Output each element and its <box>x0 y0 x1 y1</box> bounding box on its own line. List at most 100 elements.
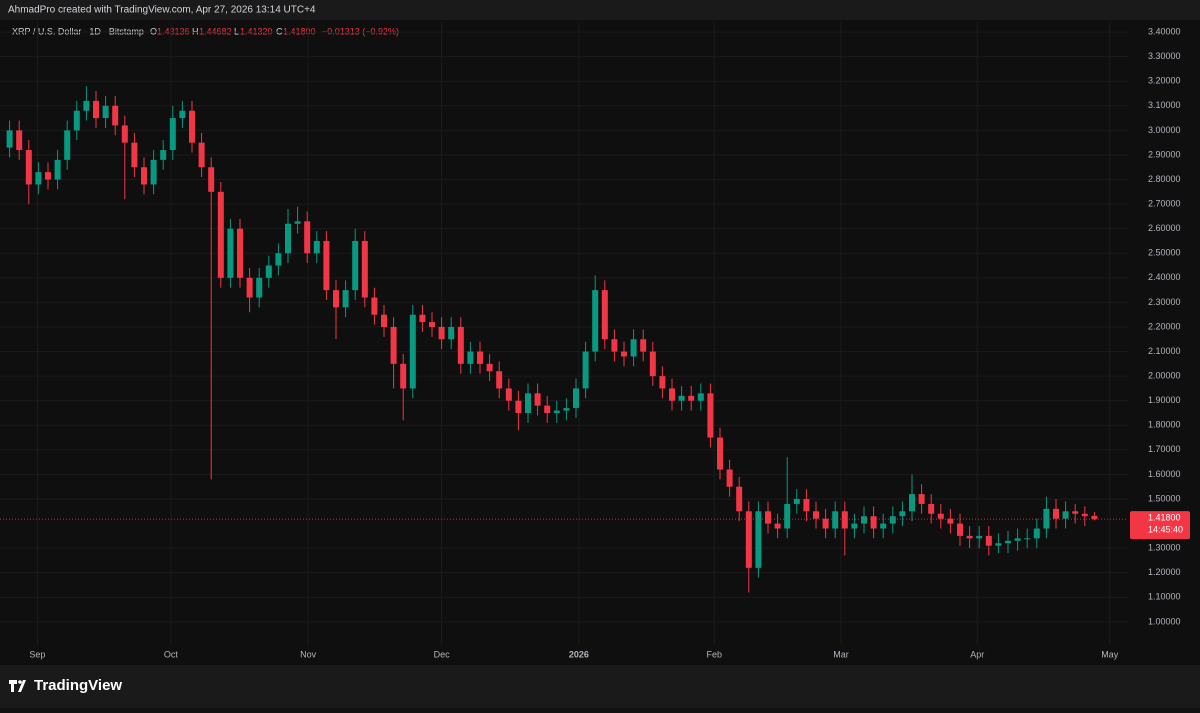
candle-body <box>400 363 407 389</box>
candle-body <box>947 518 954 524</box>
candle-body <box>621 351 627 357</box>
candle-body <box>966 535 973 539</box>
x-tick-label: Apr <box>970 649 984 659</box>
candle-body <box>505 388 512 401</box>
candle-body <box>784 503 791 529</box>
candle-body <box>64 130 71 160</box>
candles <box>0 86 1128 593</box>
candle-body <box>707 393 714 438</box>
candle-body <box>861 516 867 524</box>
candle-body <box>285 223 291 254</box>
y-tick-label: 1.90000 <box>1148 395 1181 405</box>
candle-body <box>93 100 99 119</box>
candle-body <box>851 523 858 529</box>
y-tick-label: 3.30000 <box>1148 51 1181 61</box>
y-tick-label: 2.10000 <box>1148 346 1181 356</box>
candle-body <box>957 523 963 536</box>
legend-value: 1.44682 <box>199 26 232 36</box>
candle-body <box>649 351 656 377</box>
candle-body <box>640 339 647 352</box>
x-tick-label: Oct <box>164 649 179 659</box>
candle-body <box>928 503 935 514</box>
candle-body <box>419 314 426 323</box>
candle-body <box>889 516 896 524</box>
candle-body <box>169 118 176 151</box>
candle-body <box>246 277 253 298</box>
candle-body <box>275 253 282 266</box>
y-tick-label: 2.20000 <box>1148 321 1181 331</box>
candle-body <box>313 240 320 254</box>
candle-body <box>333 290 339 308</box>
candle-body <box>73 110 80 131</box>
y-tick-label: 3.00000 <box>1148 125 1181 135</box>
x-tick-label: Sep <box>29 649 45 659</box>
candle-body <box>25 150 32 185</box>
y-tick-label: 3.10000 <box>1148 100 1181 110</box>
candle-body <box>525 393 531 414</box>
candle-body <box>390 326 397 364</box>
candle-body <box>544 405 551 414</box>
candle-body <box>217 191 224 278</box>
candle-body <box>198 142 205 168</box>
candle-body <box>1072 511 1079 514</box>
candle-body <box>985 535 992 546</box>
y-tick-label: 2.60000 <box>1148 223 1181 233</box>
header-text: AhmadPro created with TradingView.com, A… <box>8 5 316 16</box>
candle-body <box>553 410 560 414</box>
candle-body <box>909 494 915 512</box>
y-tick-label: 1.80000 <box>1148 420 1181 430</box>
x-tick-label: 2026 <box>569 649 589 659</box>
candle-body <box>630 339 637 357</box>
candle-body <box>1005 540 1011 544</box>
candle-body <box>208 167 215 192</box>
candle-body <box>717 437 723 470</box>
candle-body <box>1043 508 1050 529</box>
y-tick-label: 3.20000 <box>1148 76 1181 86</box>
axes: 1.00000 1.10000 1.20000 1.30000 1.50000 1.600… <box>29 26 1190 659</box>
candle-body <box>496 371 503 389</box>
candle-body <box>793 499 800 504</box>
candle-body <box>131 142 138 168</box>
candle-body <box>35 172 42 185</box>
candle-body <box>1024 538 1031 540</box>
y-tick-label: 1.00000 <box>1148 616 1181 626</box>
y-tick-label: 2.70000 <box>1148 198 1181 208</box>
candle-body <box>1033 528 1040 539</box>
candle-body <box>822 518 829 529</box>
candle-body <box>563 408 570 411</box>
candle-body <box>573 388 579 409</box>
candle-body <box>1053 508 1059 519</box>
candle-body <box>870 516 877 529</box>
legend-value: 1.43136 <box>157 26 190 36</box>
candle-body <box>112 105 119 126</box>
candle-body <box>745 511 752 568</box>
candle-body <box>1014 538 1021 541</box>
countdown-label: 14:45:40 <box>1148 525 1183 535</box>
y-tick-label: 2.80000 <box>1148 174 1181 184</box>
candle-body <box>774 523 781 529</box>
candle-body <box>841 511 848 529</box>
candle-body <box>755 511 762 568</box>
candle-body <box>16 130 23 151</box>
y-tick-label: 1.30000 <box>1148 543 1181 553</box>
candle-body <box>1091 515 1098 520</box>
candle-body <box>189 110 195 143</box>
candle-body <box>237 228 243 278</box>
candle-body <box>83 100 90 111</box>
x-tick-label: Mar <box>833 649 849 659</box>
legend-key: C <box>276 26 283 36</box>
candle-body <box>323 240 330 291</box>
candle-body <box>937 513 944 519</box>
symbol-title: XRP / U.S. Dollar · 1D · Bitstamp <box>12 26 144 36</box>
candle-body <box>1081 513 1088 517</box>
legend-key: O <box>150 26 157 36</box>
candle-body <box>381 314 387 327</box>
y-tick-label: 1.50000 <box>1148 493 1181 503</box>
candle-body <box>736 486 743 512</box>
candle-body <box>611 339 618 352</box>
legend-value: 1.41800 <box>283 26 316 36</box>
last-price-box <box>1130 511 1190 540</box>
last-price-label: 1.41800 <box>1148 513 1181 523</box>
y-tick-label: 3.40000 <box>1148 26 1181 36</box>
